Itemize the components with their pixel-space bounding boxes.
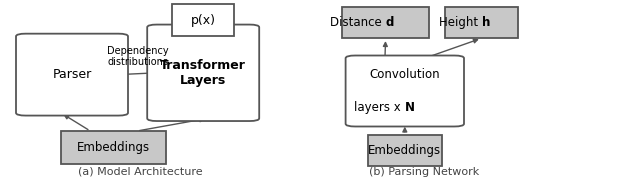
Text: (a) Model Architecture: (a) Model Architecture [79,167,203,177]
FancyBboxPatch shape [342,7,429,38]
Text: N: N [405,101,415,114]
Text: d: d [385,16,394,29]
FancyBboxPatch shape [147,25,259,121]
Text: Dependency
distributions: Dependency distributions [107,46,168,67]
Text: Transformer
Layers: Transformer Layers [160,59,246,87]
Text: layers x: layers x [355,101,405,114]
FancyBboxPatch shape [61,131,166,164]
Text: Parser: Parser [52,68,92,81]
FancyBboxPatch shape [16,34,128,116]
Text: h: h [481,16,490,29]
FancyBboxPatch shape [445,7,518,38]
FancyBboxPatch shape [368,135,442,166]
FancyBboxPatch shape [346,56,464,126]
Text: Convolution: Convolution [369,68,440,81]
Text: Embeddings: Embeddings [77,141,150,154]
Text: Height: Height [439,16,481,29]
Text: (b) Parsing Network: (b) Parsing Network [369,167,479,177]
Text: Embeddings: Embeddings [368,144,442,157]
Text: p(x): p(x) [190,13,216,27]
FancyBboxPatch shape [172,4,234,36]
Text: Distance: Distance [330,16,385,29]
